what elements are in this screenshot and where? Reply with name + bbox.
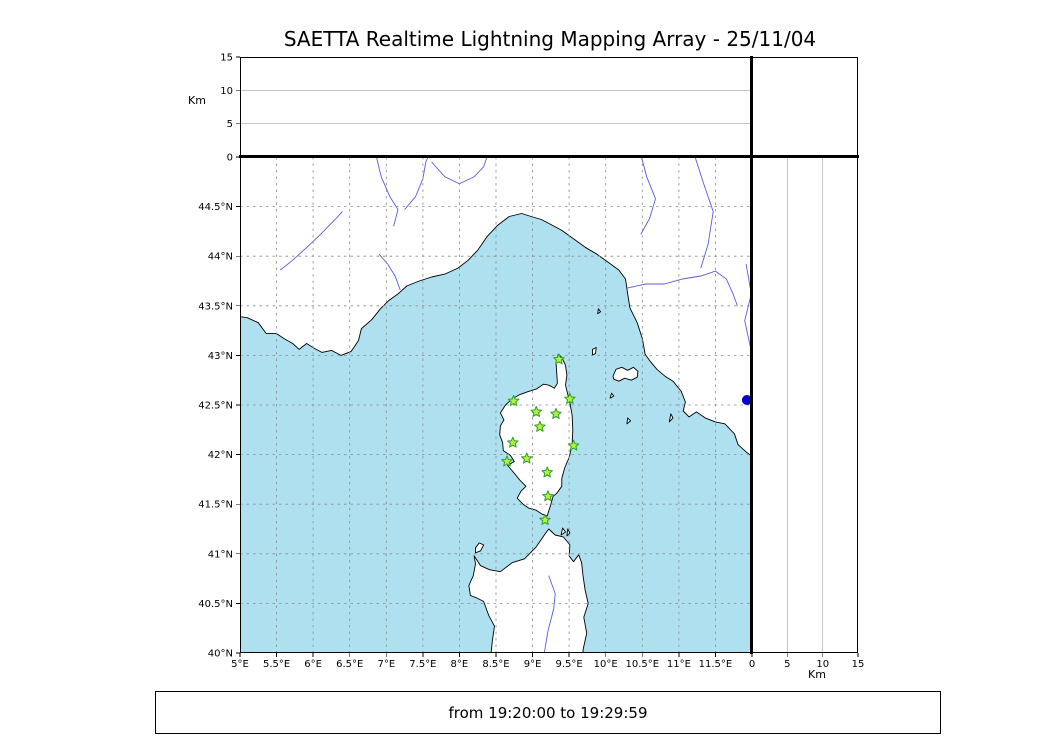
station-marker <box>541 466 553 478</box>
station-marker <box>501 455 513 467</box>
lat-tick-label: 40°N <box>208 649 233 660</box>
coastline-polygon <box>560 527 566 536</box>
lon-tick-label: 8.5°E <box>482 659 509 670</box>
coastline-polygon <box>468 528 589 653</box>
lat-tick-label: 42.5°N <box>198 401 233 412</box>
alt-tick-label-top: 15 <box>220 53 233 64</box>
separator-vertical <box>750 56 753 654</box>
coastline-polygon <box>499 353 574 517</box>
station-marker <box>550 407 562 419</box>
lon-tick-label: 5°E <box>231 659 249 670</box>
lat-tick-label: 43°N <box>208 351 233 362</box>
river-line <box>744 264 752 355</box>
station-marker <box>507 395 520 406</box>
lat-tick-label: 41°N <box>208 549 233 560</box>
river-line <box>431 157 488 185</box>
river-line <box>694 157 714 269</box>
lat-tick-label: 43.5°N <box>198 301 233 312</box>
coastline-polygon <box>566 528 571 537</box>
station-marker <box>542 490 554 502</box>
alt-tick-label-top: 5 <box>227 119 233 130</box>
km-label-right: Km <box>808 668 826 681</box>
panel-lat-alt-border <box>752 157 858 653</box>
station-marker <box>539 514 551 525</box>
station-marker <box>507 436 519 448</box>
lon-tick-label: 10°E <box>594 659 618 670</box>
station-marker <box>553 353 565 365</box>
coastline-polygon <box>240 157 752 457</box>
station-marker <box>521 452 533 464</box>
figure-title: SAETTA Realtime Lightning Mapping Array … <box>283 27 817 51</box>
lat-tick-label: 41.5°N <box>198 500 233 511</box>
river-line <box>627 270 738 306</box>
lon-tick-label: 7.5°E <box>409 659 436 670</box>
panel-alt-hist-border <box>752 57 858 157</box>
coastline-polygon <box>475 542 485 554</box>
lat-tick-label: 42°N <box>208 450 233 461</box>
alt-tick-label-right: 5 <box>784 659 790 670</box>
coastline-polygon <box>668 413 674 423</box>
station-marker <box>534 420 546 432</box>
lon-tick-label: 11.5°E <box>699 659 733 670</box>
panel-lon-alt-border <box>240 57 752 157</box>
km-label-top: Km <box>188 94 206 107</box>
alt-tick-label-top: 10 <box>220 86 233 97</box>
alt-tick-label-right: 0 <box>749 659 755 670</box>
lon-tick-label: 6°E <box>304 659 322 670</box>
time-range-label: from 19:20:00 to 19:29:59 <box>448 703 648 722</box>
station-marker <box>530 405 542 417</box>
station-marker <box>567 439 580 451</box>
alt-tick-label-right: 10 <box>816 659 829 670</box>
lon-tick-label: 11°E <box>667 659 691 670</box>
lat-tick-label: 44.5°N <box>198 202 233 213</box>
river-line <box>640 157 656 235</box>
river-line <box>543 575 556 653</box>
lon-tick-label: 7°E <box>377 659 395 670</box>
lon-tick-label: 8°E <box>451 659 469 670</box>
lon-tick-label: 9.5°E <box>555 659 582 670</box>
alt-tick-label-top: 0 <box>227 153 233 164</box>
coastline-polygon <box>626 417 632 425</box>
coastline-polygon <box>609 392 615 399</box>
lon-tick-label: 9°E <box>524 659 542 670</box>
alt-tick-label-right: 15 <box>852 659 865 670</box>
coastline-polygon <box>612 366 639 382</box>
river-line <box>279 211 343 271</box>
river-line <box>378 253 401 291</box>
river-line <box>376 157 399 227</box>
separator-horizontal <box>239 155 859 158</box>
station-marker <box>564 393 576 404</box>
lat-tick-label: 44°N <box>208 252 233 263</box>
lon-tick-label: 5.5°E <box>263 659 290 670</box>
lon-tick-label: 6.5°E <box>336 659 363 670</box>
time-range-box: from 19:20:00 to 19:29:59 <box>155 691 941 734</box>
lat-tick-label: 40.5°N <box>198 599 233 610</box>
lon-tick-label: 10.5°E <box>626 659 660 670</box>
lightning-source-dot <box>741 395 752 405</box>
coastline-polygon <box>597 308 602 315</box>
coastline-polygon <box>592 347 597 356</box>
